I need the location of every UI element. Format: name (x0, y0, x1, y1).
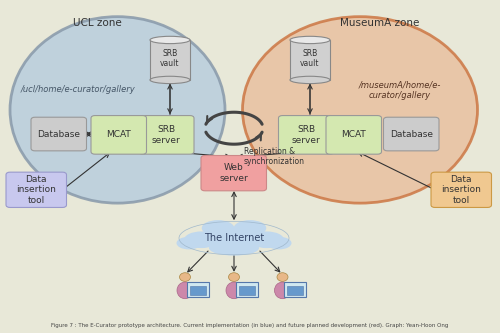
FancyBboxPatch shape (201, 156, 266, 191)
FancyBboxPatch shape (6, 172, 66, 207)
Ellipse shape (249, 231, 284, 248)
Ellipse shape (10, 17, 225, 203)
Text: SRB
vault: SRB vault (160, 49, 180, 68)
Ellipse shape (150, 36, 190, 44)
Ellipse shape (228, 273, 239, 281)
Ellipse shape (226, 282, 242, 299)
Ellipse shape (266, 237, 291, 249)
FancyBboxPatch shape (31, 117, 86, 151)
Ellipse shape (184, 231, 219, 248)
Ellipse shape (176, 237, 202, 249)
FancyBboxPatch shape (326, 116, 382, 154)
Text: The Internet: The Internet (204, 233, 264, 243)
FancyBboxPatch shape (138, 116, 194, 154)
Text: /museumA/home/e-
curator/gallery: /museumA/home/e- curator/gallery (359, 80, 441, 100)
Ellipse shape (180, 273, 190, 281)
Text: Data
insertion
tool: Data insertion tool (16, 175, 56, 205)
Text: SRB
vault: SRB vault (300, 49, 320, 68)
Ellipse shape (209, 240, 259, 256)
FancyBboxPatch shape (284, 282, 306, 297)
Ellipse shape (177, 282, 193, 299)
FancyBboxPatch shape (150, 40, 190, 80)
FancyBboxPatch shape (287, 286, 303, 295)
Text: Replication &
synchronization: Replication & synchronization (244, 147, 305, 166)
Text: Data
insertion
tool: Data insertion tool (442, 175, 481, 205)
Ellipse shape (150, 76, 190, 84)
Text: MCAT: MCAT (106, 130, 131, 140)
FancyBboxPatch shape (278, 116, 334, 154)
Ellipse shape (290, 36, 330, 44)
Ellipse shape (234, 220, 266, 236)
FancyBboxPatch shape (236, 282, 258, 297)
Text: /ucl/home/e-curator/gallery: /ucl/home/e-curator/gallery (20, 85, 135, 95)
Ellipse shape (290, 76, 330, 84)
Ellipse shape (277, 273, 288, 281)
Ellipse shape (202, 220, 234, 236)
Text: SRB
server: SRB server (152, 125, 180, 145)
FancyBboxPatch shape (290, 40, 330, 80)
Text: Figure 7 : The E-Curator prototype architecture. Current implementation (in blue: Figure 7 : The E-Curator prototype archi… (52, 323, 448, 328)
Text: UCL zone: UCL zone (73, 18, 122, 28)
Ellipse shape (242, 17, 478, 203)
FancyBboxPatch shape (384, 117, 439, 151)
FancyBboxPatch shape (190, 286, 206, 295)
FancyBboxPatch shape (431, 172, 492, 207)
Text: Database: Database (390, 130, 433, 139)
FancyBboxPatch shape (186, 282, 208, 297)
Text: Database: Database (38, 130, 80, 139)
FancyBboxPatch shape (238, 286, 254, 295)
Ellipse shape (212, 228, 256, 248)
Text: SRB
server: SRB server (292, 125, 320, 145)
Text: MCAT: MCAT (342, 130, 366, 140)
FancyBboxPatch shape (91, 116, 146, 154)
Text: MuseumA zone: MuseumA zone (340, 18, 419, 28)
Ellipse shape (274, 282, 290, 299)
Text: Web
server: Web server (220, 164, 248, 183)
